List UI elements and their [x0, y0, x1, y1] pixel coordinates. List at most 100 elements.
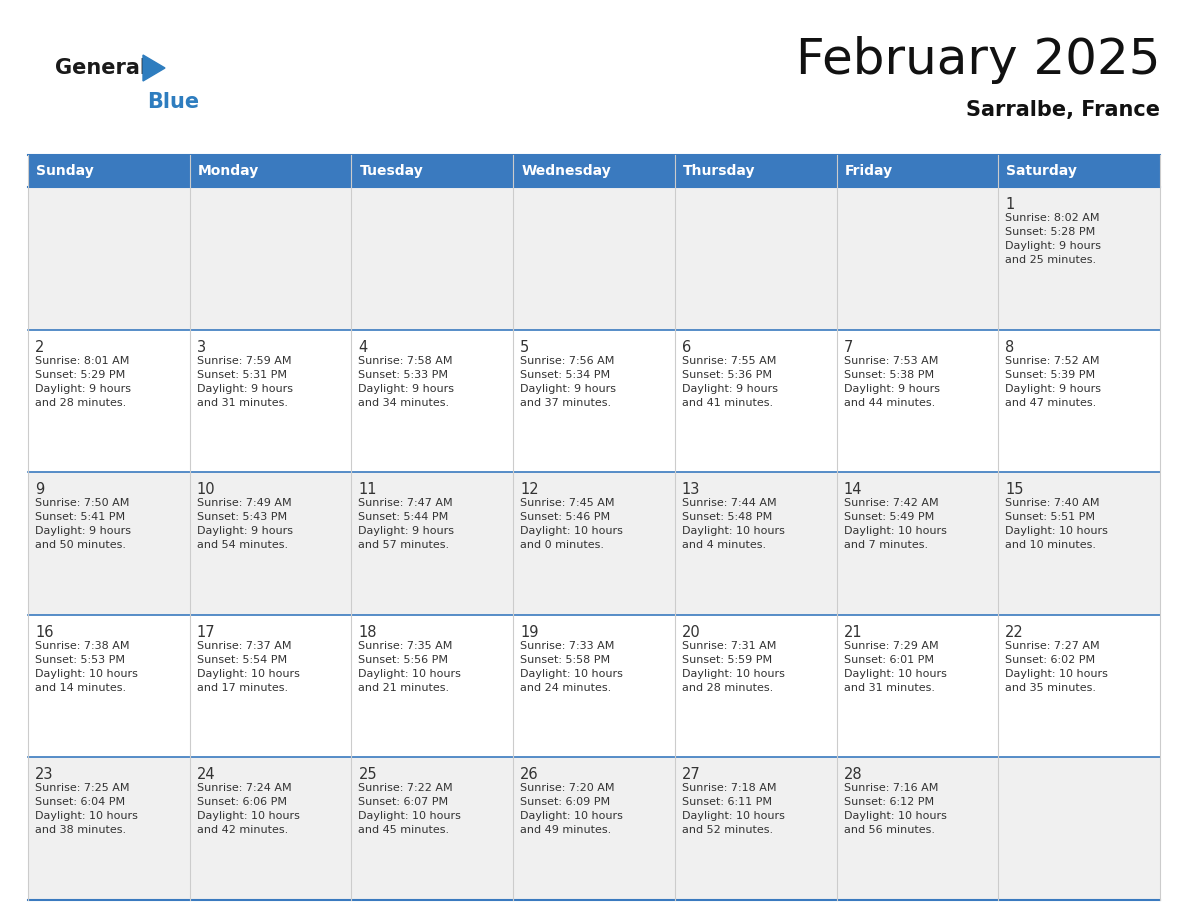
Text: Daylight: 9 hours: Daylight: 9 hours [197, 526, 292, 536]
Bar [29, 757, 1159, 900]
Text: 15: 15 [1005, 482, 1024, 498]
Text: Daylight: 9 hours: Daylight: 9 hours [1005, 384, 1101, 394]
Text: 14: 14 [843, 482, 862, 498]
Text: Sunset: 5:29 PM: Sunset: 5:29 PM [34, 370, 125, 380]
Text: Daylight: 9 hours: Daylight: 9 hours [197, 384, 292, 394]
Text: Sunset: 5:49 PM: Sunset: 5:49 PM [843, 512, 934, 522]
Text: Sunrise: 7:40 AM: Sunrise: 7:40 AM [1005, 498, 1100, 509]
Text: Sunrise: 7:49 AM: Sunrise: 7:49 AM [197, 498, 291, 509]
Text: and 41 minutes.: and 41 minutes. [682, 397, 773, 408]
Text: Sunset: 5:56 PM: Sunset: 5:56 PM [359, 655, 448, 665]
Text: 10: 10 [197, 482, 215, 498]
Text: 12: 12 [520, 482, 539, 498]
Text: Sunset: 5:39 PM: Sunset: 5:39 PM [1005, 370, 1095, 380]
Text: and 28 minutes.: and 28 minutes. [34, 397, 126, 408]
Text: Sunrise: 7:27 AM: Sunrise: 7:27 AM [1005, 641, 1100, 651]
Text: February 2025: February 2025 [796, 36, 1159, 84]
Text: 27: 27 [682, 767, 701, 782]
Text: and 35 minutes.: and 35 minutes. [1005, 683, 1097, 693]
Text: Sunrise: 7:20 AM: Sunrise: 7:20 AM [520, 783, 614, 793]
Text: Sunset: 5:54 PM: Sunset: 5:54 PM [197, 655, 286, 665]
Text: 25: 25 [359, 767, 377, 782]
Text: Daylight: 9 hours: Daylight: 9 hours [843, 384, 940, 394]
Text: 18: 18 [359, 625, 377, 640]
Text: 26: 26 [520, 767, 539, 782]
Text: and 25 minutes.: and 25 minutes. [1005, 255, 1097, 265]
Text: and 31 minutes.: and 31 minutes. [843, 683, 935, 693]
Text: Sunset: 6:01 PM: Sunset: 6:01 PM [843, 655, 934, 665]
Text: Sunset: 5:33 PM: Sunset: 5:33 PM [359, 370, 448, 380]
Text: 1: 1 [1005, 197, 1015, 212]
Text: Sunset: 5:48 PM: Sunset: 5:48 PM [682, 512, 772, 522]
Text: and 31 minutes.: and 31 minutes. [197, 397, 287, 408]
Polygon shape [143, 55, 165, 81]
Text: Sunrise: 7:24 AM: Sunrise: 7:24 AM [197, 783, 291, 793]
Text: Daylight: 9 hours: Daylight: 9 hours [520, 384, 617, 394]
Text: Sunset: 5:41 PM: Sunset: 5:41 PM [34, 512, 125, 522]
Text: Daylight: 10 hours: Daylight: 10 hours [520, 812, 623, 822]
Text: Sunrise: 7:50 AM: Sunrise: 7:50 AM [34, 498, 129, 509]
Text: 8: 8 [1005, 340, 1015, 354]
Text: 2: 2 [34, 340, 44, 354]
Text: Sunday: Sunday [36, 164, 94, 178]
Text: and 57 minutes.: and 57 minutes. [359, 540, 449, 550]
Text: Sunrise: 8:01 AM: Sunrise: 8:01 AM [34, 355, 129, 365]
Text: Sunrise: 7:45 AM: Sunrise: 7:45 AM [520, 498, 614, 509]
Text: Daylight: 10 hours: Daylight: 10 hours [1005, 526, 1108, 536]
Text: Daylight: 10 hours: Daylight: 10 hours [197, 812, 299, 822]
Text: Sunset: 5:38 PM: Sunset: 5:38 PM [843, 370, 934, 380]
Text: Sunrise: 7:31 AM: Sunrise: 7:31 AM [682, 641, 776, 651]
Text: and 28 minutes.: and 28 minutes. [682, 683, 773, 693]
Text: and 38 minutes.: and 38 minutes. [34, 825, 126, 835]
Text: and 52 minutes.: and 52 minutes. [682, 825, 773, 835]
Text: Thursday: Thursday [683, 164, 756, 178]
Text: Sunrise: 7:33 AM: Sunrise: 7:33 AM [520, 641, 614, 651]
Text: Sunset: 6:06 PM: Sunset: 6:06 PM [197, 798, 286, 808]
Text: and 45 minutes.: and 45 minutes. [359, 825, 449, 835]
Text: Sunset: 5:46 PM: Sunset: 5:46 PM [520, 512, 611, 522]
Text: Daylight: 9 hours: Daylight: 9 hours [682, 384, 778, 394]
Text: and 42 minutes.: and 42 minutes. [197, 825, 287, 835]
Text: Sunset: 5:43 PM: Sunset: 5:43 PM [197, 512, 286, 522]
Text: Sunrise: 7:59 AM: Sunrise: 7:59 AM [197, 355, 291, 365]
Text: Daylight: 9 hours: Daylight: 9 hours [359, 526, 455, 536]
Text: Sunset: 6:07 PM: Sunset: 6:07 PM [359, 798, 449, 808]
Text: 17: 17 [197, 625, 215, 640]
Text: Sunrise: 7:58 AM: Sunrise: 7:58 AM [359, 355, 453, 365]
Text: Monday: Monday [197, 164, 259, 178]
Text: 11: 11 [359, 482, 377, 498]
Text: Sunrise: 7:37 AM: Sunrise: 7:37 AM [197, 641, 291, 651]
Text: and 7 minutes.: and 7 minutes. [843, 540, 928, 550]
Text: Sarralbe, France: Sarralbe, France [966, 100, 1159, 120]
Text: and 47 minutes.: and 47 minutes. [1005, 397, 1097, 408]
Text: 3: 3 [197, 340, 206, 354]
Text: Sunrise: 7:18 AM: Sunrise: 7:18 AM [682, 783, 776, 793]
Text: 5: 5 [520, 340, 530, 354]
Text: Sunset: 5:34 PM: Sunset: 5:34 PM [520, 370, 611, 380]
Text: and 4 minutes.: and 4 minutes. [682, 540, 766, 550]
Text: and 17 minutes.: and 17 minutes. [197, 683, 287, 693]
Text: and 14 minutes.: and 14 minutes. [34, 683, 126, 693]
Text: Daylight: 10 hours: Daylight: 10 hours [1005, 669, 1108, 678]
Text: and 0 minutes.: and 0 minutes. [520, 540, 605, 550]
Text: Daylight: 10 hours: Daylight: 10 hours [682, 669, 785, 678]
Text: Sunset: 6:12 PM: Sunset: 6:12 PM [843, 798, 934, 808]
Text: and 56 minutes.: and 56 minutes. [843, 825, 935, 835]
Text: 22: 22 [1005, 625, 1024, 640]
Text: 19: 19 [520, 625, 538, 640]
Text: General: General [55, 58, 147, 78]
Text: and 34 minutes.: and 34 minutes. [359, 397, 449, 408]
Text: and 21 minutes.: and 21 minutes. [359, 683, 449, 693]
Text: 24: 24 [197, 767, 215, 782]
Text: 21: 21 [843, 625, 862, 640]
Text: Wednesday: Wednesday [522, 164, 611, 178]
Text: 16: 16 [34, 625, 53, 640]
Text: 7: 7 [843, 340, 853, 354]
Text: Daylight: 9 hours: Daylight: 9 hours [34, 384, 131, 394]
Text: Sunrise: 7:38 AM: Sunrise: 7:38 AM [34, 641, 129, 651]
Text: 28: 28 [843, 767, 862, 782]
Text: Sunset: 6:11 PM: Sunset: 6:11 PM [682, 798, 772, 808]
Text: Sunrise: 7:42 AM: Sunrise: 7:42 AM [843, 498, 939, 509]
Text: Sunset: 5:59 PM: Sunset: 5:59 PM [682, 655, 772, 665]
Text: Daylight: 10 hours: Daylight: 10 hours [34, 669, 138, 678]
